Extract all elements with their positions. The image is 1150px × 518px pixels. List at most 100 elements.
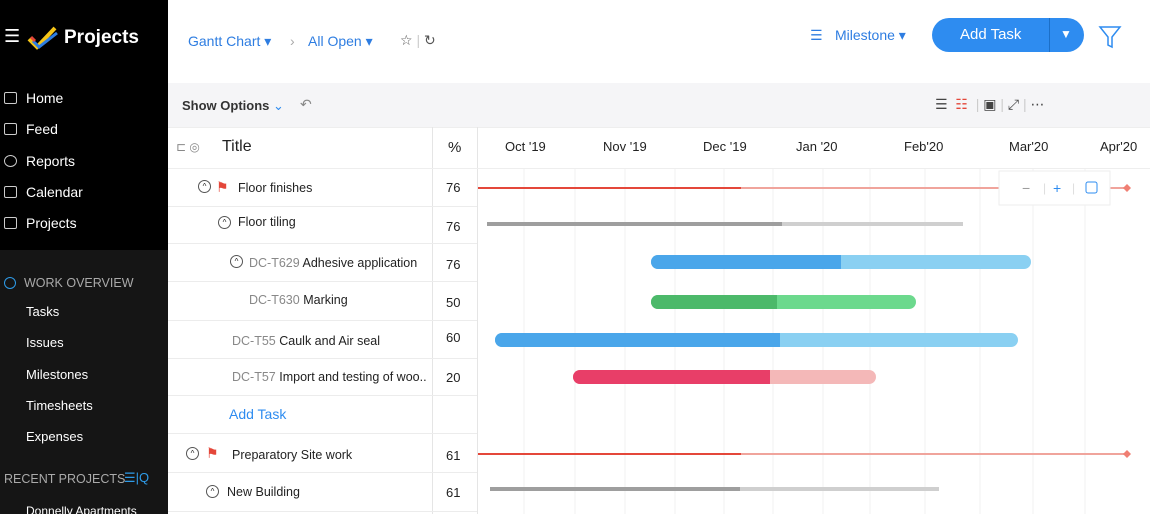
month-label: Mar'20 xyxy=(1009,139,1049,154)
collapse-icon[interactable]: ^ xyxy=(186,447,199,460)
icon xyxy=(4,155,17,167)
breadcrumb-item[interactable]: All Open ▾ xyxy=(308,33,373,49)
menu-item[interactable]: Reports xyxy=(26,153,76,169)
task-name[interactable]: New Building xyxy=(227,485,300,499)
month-label: Nov '19 xyxy=(603,139,647,154)
task-title[interactable]: Import and testing of woo.. xyxy=(279,370,427,384)
app-title: Projects xyxy=(64,27,139,48)
percent: 20 xyxy=(446,370,461,385)
percent: 50 xyxy=(446,295,461,310)
svg-text:|: | xyxy=(1043,181,1046,195)
breadcrumb-item[interactable]: Gantt Chart ▾ xyxy=(188,33,272,49)
nav-item[interactable]: Issues xyxy=(26,335,64,350)
menu-item[interactable]: Home xyxy=(26,90,64,106)
row-border xyxy=(168,358,477,359)
percent: 61 xyxy=(446,485,461,500)
header-icons[interactable]: ⊏ ◎ xyxy=(176,140,200,154)
task-name[interactable]: Floor tiling xyxy=(238,215,296,229)
task-name[interactable]: DC-T629 Adhesive application xyxy=(249,256,417,270)
filter-icon[interactable] xyxy=(1098,25,1122,49)
month-label: Oct '19 xyxy=(505,139,546,154)
menu-item[interactable]: Projects xyxy=(26,215,77,231)
show-options[interactable]: Show Options ⌄ xyxy=(182,98,284,113)
percent: 61 xyxy=(446,448,461,463)
menu-item[interactable]: Feed xyxy=(26,121,58,137)
task-name[interactable]: DC-T57 Import and testing of woo.. xyxy=(232,370,427,384)
zoom-control[interactable]: − | + | xyxy=(998,170,1111,206)
bar-import-testing[interactable] xyxy=(573,370,876,384)
percent: 76 xyxy=(446,180,461,195)
undo[interactable]: ↶ xyxy=(300,96,312,112)
star-refresh[interactable]: ☆ | ↻ xyxy=(400,32,436,48)
nav-item[interactable]: Tasks xyxy=(26,304,60,319)
breadcrumb-text[interactable]: Gantt Chart xyxy=(188,33,261,49)
row-border xyxy=(168,395,477,396)
border xyxy=(168,127,1150,128)
icon xyxy=(4,92,17,104)
show-options-text[interactable]: Show Options xyxy=(182,98,270,113)
task-name[interactable]: Preparatory Site work xyxy=(232,448,353,462)
collapse-icon[interactable]: ^ xyxy=(230,255,243,268)
menu-item[interactable]: Calendar xyxy=(26,184,83,200)
task-title[interactable]: Adhesive application xyxy=(302,256,418,270)
nav-item[interactable]: Milestones xyxy=(26,367,89,382)
section-title[interactable]: WORK OVERVIEW xyxy=(24,276,134,290)
svg-text:|: | xyxy=(1072,181,1075,195)
toolbar-icons[interactable]: ☰ ☷ | ▣ | ⤢ | ⋯ xyxy=(935,96,1045,112)
add-task-label[interactable]: Add Task xyxy=(960,26,1022,43)
task-name[interactable]: DC-T630 Marking xyxy=(249,293,348,307)
nav-item[interactable]: Timesheets xyxy=(26,398,93,413)
task-name[interactable]: Floor finishes xyxy=(238,181,313,195)
bar-caulk-air-seal[interactable] xyxy=(495,333,1018,347)
task-id: DC-T629 xyxy=(249,256,300,270)
percent: 60 xyxy=(446,330,461,345)
row-border xyxy=(168,206,477,207)
milestone-flag: ⚑ xyxy=(216,179,229,195)
group-icon: ☰ xyxy=(810,27,823,43)
gantt-area: − | + | xyxy=(478,169,1131,514)
bar-floor-tiling[interactable] xyxy=(487,222,963,226)
recent-project[interactable]: Donnelly Apartments xyxy=(26,504,137,518)
row-border xyxy=(168,472,477,473)
month-label: Dec '19 xyxy=(703,139,747,154)
icon xyxy=(4,123,17,135)
percent: 76 xyxy=(446,219,461,234)
row-border xyxy=(168,243,477,244)
group-by-text[interactable]: Milestone xyxy=(835,27,895,43)
svg-text:+: + xyxy=(1053,180,1061,196)
row-border xyxy=(168,433,477,434)
month-label: Feb'20 xyxy=(904,139,944,154)
milestone-flag: ⚑ xyxy=(206,445,219,461)
group-by[interactable]: Milestone ▾ xyxy=(835,27,906,43)
percent: 76 xyxy=(446,257,461,272)
collapse-icon[interactable]: ^ xyxy=(218,216,231,229)
row-border xyxy=(168,320,477,321)
bar-marking[interactable] xyxy=(651,295,916,309)
sidebar-lower xyxy=(0,250,168,514)
filter-search-icons[interactable]: ☰|Q xyxy=(124,470,150,485)
menu-icon[interactable]: ☰ xyxy=(4,26,21,46)
dropdown-arrow[interactable]: ▼ xyxy=(1060,27,1072,41)
bar-adhesive-application[interactable] xyxy=(651,255,1031,269)
svg-text:−: − xyxy=(1022,180,1030,196)
separator: › xyxy=(290,33,295,49)
border xyxy=(168,168,1150,169)
bar-preparatory-site-work[interactable] xyxy=(478,450,1131,458)
divider xyxy=(1049,18,1050,52)
task-name[interactable]: DC-T55 Caulk and Air seal xyxy=(232,334,380,348)
add-task-button[interactable] xyxy=(932,18,1084,52)
collapse-icon[interactable]: ^ xyxy=(206,485,219,498)
nav-item[interactable]: Expenses xyxy=(26,429,84,444)
icon xyxy=(4,217,17,229)
logo xyxy=(27,26,58,50)
bar-new-building[interactable] xyxy=(490,487,939,491)
task-title[interactable]: Caulk and Air seal xyxy=(279,334,381,348)
breadcrumb-text[interactable]: All Open xyxy=(308,33,362,49)
section-title: RECENT PROJECTS xyxy=(4,472,126,486)
collapse-icon[interactable]: ^ xyxy=(198,180,211,193)
add-task-link[interactable]: Add Task xyxy=(229,406,287,422)
task-title[interactable]: Marking xyxy=(303,293,348,307)
sidebar: ☰ Projects Home Feed Reports Calendar Pr… xyxy=(0,0,168,518)
